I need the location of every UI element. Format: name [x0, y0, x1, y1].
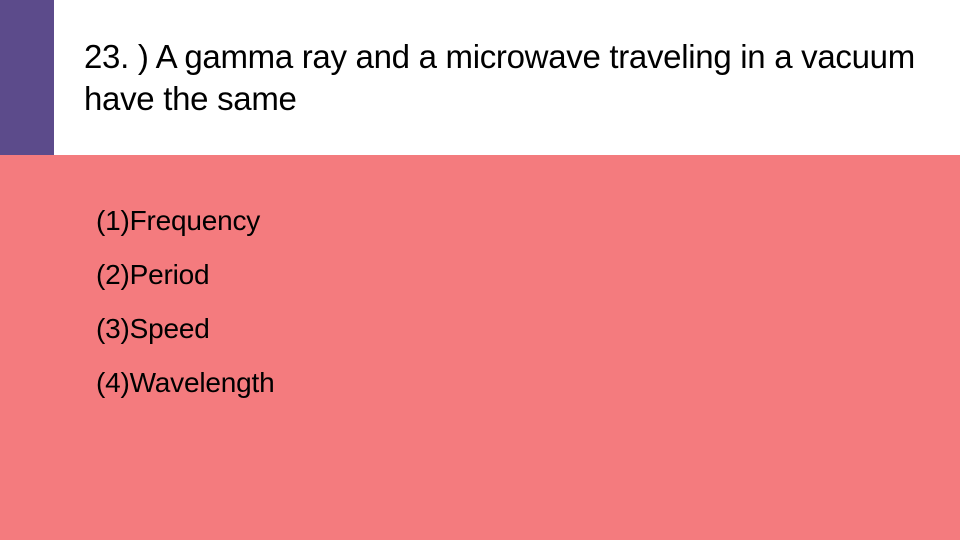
option-2: (2)Period	[96, 259, 274, 291]
slide: 23. ) A gamma ray and a microwave travel…	[0, 0, 960, 540]
options-list: (1)Frequency (2)Period (3)Speed (4)Wavel…	[96, 205, 274, 421]
accent-bar	[0, 0, 54, 155]
header-band: 23. ) A gamma ray and a microwave travel…	[0, 0, 960, 155]
option-1: (1)Frequency	[96, 205, 274, 237]
option-4: (4)Wavelength	[96, 367, 274, 399]
question-box: 23. ) A gamma ray and a microwave travel…	[54, 0, 960, 155]
option-3: (3)Speed	[96, 313, 274, 345]
question-text: 23. ) A gamma ray and a microwave travel…	[84, 36, 942, 119]
